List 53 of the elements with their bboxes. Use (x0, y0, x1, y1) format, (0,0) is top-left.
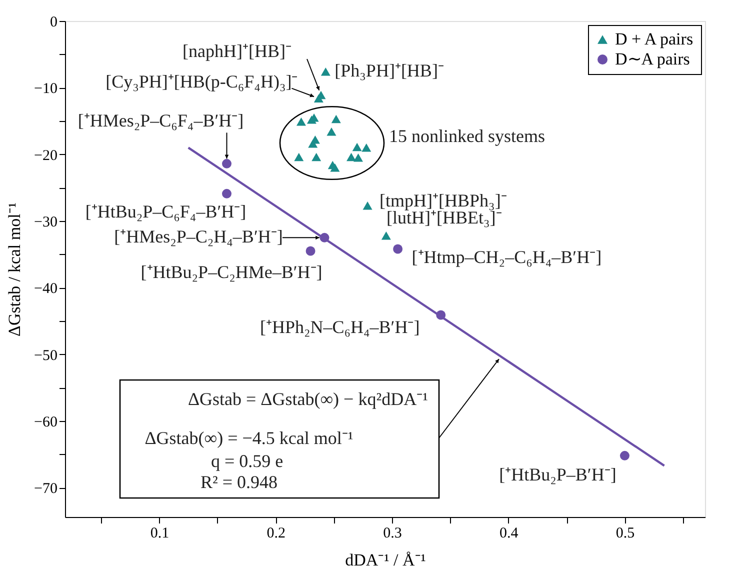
point (312, 152, 322, 162)
point (331, 114, 341, 124)
annotation: [⁺HMes₂P–C₆F₄–B′H⁻] (78, 110, 244, 131)
point (362, 144, 372, 152)
point (326, 128, 336, 136)
point (346, 152, 356, 162)
point (294, 152, 304, 162)
point (306, 246, 316, 256)
point (222, 188, 232, 198)
point (620, 450, 630, 460)
x-axis-title: dDA⁻¹ / Å⁻¹ (345, 550, 426, 570)
y-tick-label: −10 (34, 81, 58, 98)
annotation: q = 0.59 e (210, 451, 284, 471)
annotation: 15 nonlinked systems (389, 126, 545, 146)
annotation: ΔGstab = ΔGstab(∞) − kq²dDA⁻¹ (188, 389, 428, 409)
annotation: [Cy₃PH]⁺[HB(p-C₆F₄H)₃]⁻ (106, 71, 298, 92)
y-tick-label: −30 (34, 214, 58, 230)
x-tick-label: 0.2 (266, 526, 286, 542)
y-tick-label: 0 (50, 14, 58, 30)
y-tick-label: −40 (34, 281, 58, 298)
point (314, 94, 324, 102)
x-tick-label: 0.3 (383, 526, 402, 542)
point (330, 164, 340, 172)
annotation: [⁺Htmp–CH₂–C₆H₄–B′H⁻] (412, 247, 602, 267)
annotation: [⁺HMes₂P–C₂H₄–B′H⁻] (114, 226, 283, 247)
y-tick-label: −50 (34, 348, 58, 364)
point (320, 68, 330, 76)
annotation: [⁺HtBu₂P–B′H⁻] (499, 464, 616, 485)
x-tick-label: 0.1 (150, 526, 170, 542)
x-tick-label: 0.5 (616, 526, 635, 542)
y-tick-label: −70 (34, 481, 58, 498)
annotation: [Ph₃PH]⁺[HB]⁻ (334, 60, 444, 81)
annotation: [⁺HtBu₂P–C₂HMe–B′H⁻] (140, 262, 322, 282)
annotation: ΔGstab(∞) = −4.5 kcal mol⁻¹ (144, 428, 354, 448)
annotation: [⁺HPh₂N–C₆H₄–B′H⁻] (260, 317, 420, 337)
annotation: R² = 0.948 (200, 472, 278, 492)
point (362, 202, 372, 210)
annotation: [tmpH]⁺[HBPh₃]⁻ (380, 190, 507, 211)
point (353, 154, 363, 162)
point (308, 140, 318, 148)
point (222, 158, 232, 168)
annotation: [naphH]⁺[HB]⁻ (182, 41, 292, 61)
legend-label: D + A pairs (615, 30, 694, 48)
y-tick-label: −20 (34, 148, 58, 164)
point (381, 232, 391, 240)
annotation: [⁺HtBu₂P–C₆F₄–B′H⁻] (85, 202, 246, 222)
x-tick-label: 0.4 (499, 526, 519, 542)
point (393, 244, 403, 254)
point (296, 118, 306, 126)
point (352, 142, 362, 152)
y-axis-title: ΔGstab / kcal mol⁻¹ (5, 202, 24, 336)
legend-label: D∼A pairs (615, 50, 690, 68)
y-tick-label: −60 (34, 414, 58, 430)
